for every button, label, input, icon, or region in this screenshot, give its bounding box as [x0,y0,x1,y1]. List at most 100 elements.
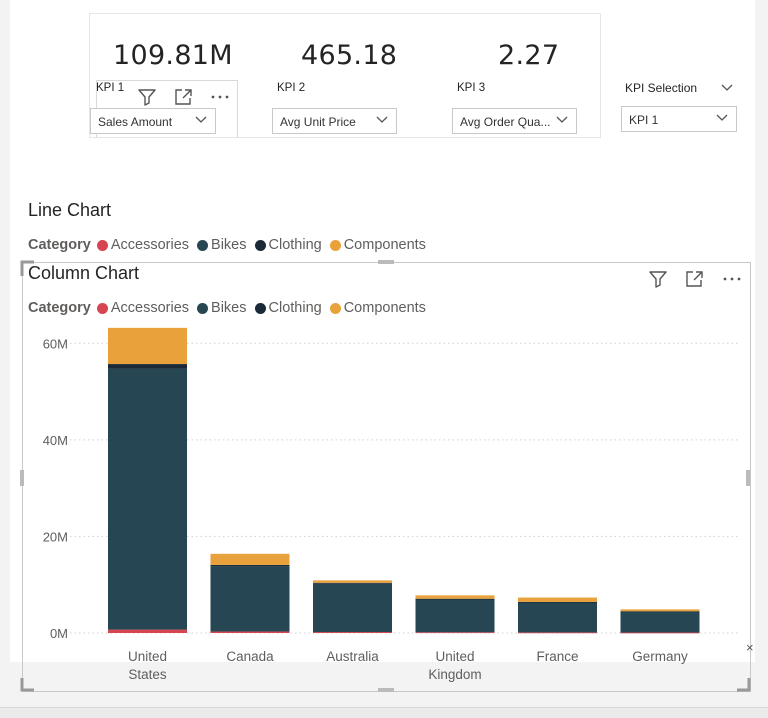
bar-segment-clothing[interactable] [313,582,392,584]
x-category-label: United [435,649,474,664]
chevron-down-icon[interactable] [721,84,733,92]
x-category-label: Kingdom [428,667,481,682]
resize-handle-top[interactable] [378,260,394,264]
resize-handle-left[interactable] [20,470,24,486]
resize-handle-right[interactable] [746,470,750,486]
bar-segment-components[interactable] [313,580,392,583]
resize-corner-bl[interactable] [20,678,34,692]
legend-dot [254,239,266,251]
legend-item-clothing[interactable]: Clothing [254,237,322,253]
more-options-icon[interactable] [722,270,742,288]
x-category-label: Australia [326,649,379,664]
resize-corner-tl[interactable] [20,260,34,276]
bar-segment-accessories[interactable] [620,632,700,634]
legend-dot [197,302,209,314]
legend-item-accessories[interactable]: Accessories [96,300,190,316]
bar-segment-accessories[interactable] [313,632,392,633]
line-chart-title: Line Chart [28,200,112,220]
close-icon[interactable]: × [746,640,754,655]
legend-item-accessories[interactable]: Accessories [96,237,190,253]
bar-segment-components[interactable] [620,609,700,612]
resize-corner-br[interactable] [737,678,751,692]
bar-segment-components[interactable] [518,597,597,602]
bar-segment-bikes[interactable] [620,611,700,633]
bottom-bar [0,707,768,718]
resize-handle-bottom[interactable] [378,688,394,692]
legend-label: Accessories [110,300,190,316]
legend-label: Bikes [211,237,247,253]
legend-dot [96,239,108,251]
kpi2-label: KPI 2 [277,82,306,94]
kpi1-dropdown[interactable]: Sales Amount [90,108,216,134]
focus-mode-icon[interactable] [174,88,194,106]
kpi-selection-value: KPI 1 [629,113,659,127]
kpi3-label: KPI 3 [457,82,486,94]
bar-segment-bikes[interactable] [108,368,187,630]
chevron-down-icon [716,114,728,121]
legend-item-clothing[interactable]: Clothing [254,300,322,316]
bar-segment-accessories[interactable] [518,632,597,634]
legend-label: Accessories [110,237,190,253]
legend-item-bikes[interactable]: Bikes [197,300,247,316]
legend-label: Components [343,300,426,316]
kpi2-value: 465.18 [301,40,398,71]
legend-dot [254,302,266,314]
legend-dot [197,239,209,251]
bar-segment-components[interactable] [415,595,495,599]
legend-label: Clothing [268,237,322,253]
kpi1-value: 109.81M [113,40,233,71]
bar-segment-clothing[interactable] [620,611,700,613]
bar-segment-components[interactable] [108,327,187,365]
kpi3-value: 2.27 [498,40,560,71]
legend-dot [329,302,341,314]
bar-segment-bikes[interactable] [313,583,392,633]
kpi3-dropdown[interactable]: Avg Order Qua... [452,108,577,134]
x-category-label: France [536,649,578,664]
legend-item-bikes[interactable]: Bikes [197,237,247,253]
kpi-selection-dropdown[interactable]: KPI 1 [621,106,737,132]
legend-title: Category [28,237,91,253]
bar-segment-clothing[interactable] [210,564,290,567]
legend-label: Bikes [211,300,247,316]
x-category-label: United [128,649,167,664]
bar-segment-clothing[interactable] [415,598,495,600]
legend-item-components[interactable]: Components [329,237,426,253]
x-category-label: Canada [226,649,274,664]
legend-dot [96,302,108,314]
x-category-label: States [128,667,167,682]
legend-label: Components [343,237,426,253]
focus-mode-icon[interactable] [685,270,705,288]
y-tick-label: 40M [43,433,68,448]
y-tick-label: 60M [43,336,68,351]
column-chart-legend: Category Accessories Bikes Clothing Comp… [28,300,434,316]
bar-segment-clothing[interactable] [518,601,597,603]
kpi3-dropdown-value: Avg Order Qua... [460,115,551,129]
kpi2-dropdown-value: Avg Unit Price [280,115,356,129]
legend-label: Clothing [268,300,322,316]
bar-segment-accessories[interactable] [108,629,187,633]
kpi1-label: KPI 1 [96,82,125,94]
kpi-visual-header [96,80,238,137]
bar-segment-components[interactable] [210,553,290,565]
bar-segment-bikes[interactable] [210,566,290,632]
bar-segment-accessories[interactable] [210,631,290,633]
more-options-icon[interactable] [210,88,230,106]
bar-segment-bikes[interactable] [518,602,597,633]
bar-segment-accessories[interactable] [415,632,495,634]
y-tick-label: 20M [43,529,68,544]
bar-segment-clothing[interactable] [108,364,187,369]
chevron-down-icon [195,116,207,123]
filter-icon[interactable] [137,88,157,106]
kpi2-dropdown[interactable]: Avg Unit Price [272,108,397,134]
legend-title: Category [28,300,91,316]
legend-item-components[interactable]: Components [329,300,426,316]
bar-segment-bikes[interactable] [415,599,495,633]
kpi-selection-title: KPI Selection [625,81,698,95]
filter-icon[interactable] [648,270,668,288]
chevron-down-icon [376,116,388,123]
x-category-label: Germany [632,649,688,664]
y-tick-label: 0M [50,626,68,641]
legend-dot [329,239,341,251]
